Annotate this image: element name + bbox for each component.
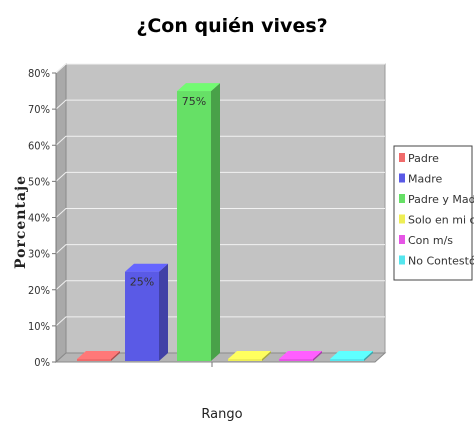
gridline	[55, 63, 385, 74]
bar-side	[111, 351, 120, 361]
legend-item: Padre	[399, 152, 439, 165]
bar-side	[364, 351, 373, 361]
legend-swatch	[399, 255, 405, 265]
bar-top	[330, 351, 373, 359]
legend-swatch	[399, 214, 405, 224]
bar-solo-en-mi-casa	[228, 351, 271, 361]
bar-front	[125, 271, 159, 361]
bar-top	[77, 351, 120, 359]
bar-top	[228, 351, 271, 359]
legend-item: Con m/s	[399, 234, 453, 247]
y-tick-label: 80%	[28, 67, 50, 80]
legend-label: Padre y Madre	[408, 193, 474, 206]
y-tick-label: 20%	[28, 284, 50, 297]
bar-con-m-s	[279, 351, 322, 361]
legend-swatch	[399, 173, 405, 183]
gridline	[55, 316, 385, 327]
legend: Padre Madre Padre y Madre Solo en mi casa Co…	[393, 145, 474, 281]
legend-item: Padre y Madre	[399, 193, 474, 206]
y-tick-label: 30%	[28, 248, 50, 261]
legend-box	[393, 145, 473, 281]
bar-side	[262, 351, 271, 361]
bar-side	[159, 263, 168, 361]
y-tick-label: 70%	[28, 103, 50, 116]
chart-title: ¿Con quién vives?	[136, 15, 327, 37]
legend-label: Madre	[408, 173, 442, 186]
bar-side	[313, 351, 322, 361]
bar-top	[125, 263, 168, 272]
bar-madre: 25%	[125, 263, 168, 361]
legend-item: Madre	[399, 173, 442, 186]
legend-label: Padre	[408, 152, 439, 165]
gridline	[55, 99, 385, 110]
x-axis-label: Rango	[201, 407, 242, 422]
y-tick-label: 10%	[28, 320, 50, 333]
legend-label: Solo en mi casa	[408, 214, 474, 227]
bar-padre	[77, 351, 120, 361]
bar-top	[177, 83, 220, 92]
bar-front	[330, 359, 364, 361]
plot-area	[54, 62, 387, 364]
bar-top	[279, 351, 322, 359]
gridline	[55, 280, 385, 291]
bars: 25% 75%	[77, 83, 373, 361]
y-tick-label: 40%	[28, 212, 50, 225]
y-tick-label: 0%	[34, 356, 50, 369]
bar-data-label: 75%	[182, 95, 206, 108]
legend-item: No Contestó	[399, 255, 474, 268]
gridline	[55, 244, 385, 254]
gridline	[55, 135, 385, 146]
bar-front	[77, 359, 111, 361]
bar-front	[279, 359, 313, 361]
legend-item: Solo en mi casa	[399, 214, 474, 227]
y-axis: 0% 10% 20% 30% 40% 50% 60% 70% 80%	[28, 67, 213, 369]
legend-swatch	[399, 194, 405, 203]
bar-no-contest	[330, 351, 373, 361]
bar-side	[211, 83, 220, 361]
bar-front	[177, 91, 211, 361]
y-tick-label: 60%	[28, 139, 50, 152]
y-axis-label: Porcentaje	[13, 175, 29, 269]
y-tick-label: 50%	[28, 175, 50, 188]
legend-label: No Contestó	[408, 255, 474, 268]
bar-padre-y-madre: 75%	[177, 83, 220, 361]
legend-swatch	[399, 235, 405, 244]
bar-data-label: 25%	[130, 276, 154, 289]
legend-label: Con m/s	[408, 234, 453, 247]
gridline	[55, 171, 385, 182]
gridline	[55, 208, 385, 218]
legend-swatch	[399, 153, 405, 162]
bar-front	[228, 359, 262, 361]
